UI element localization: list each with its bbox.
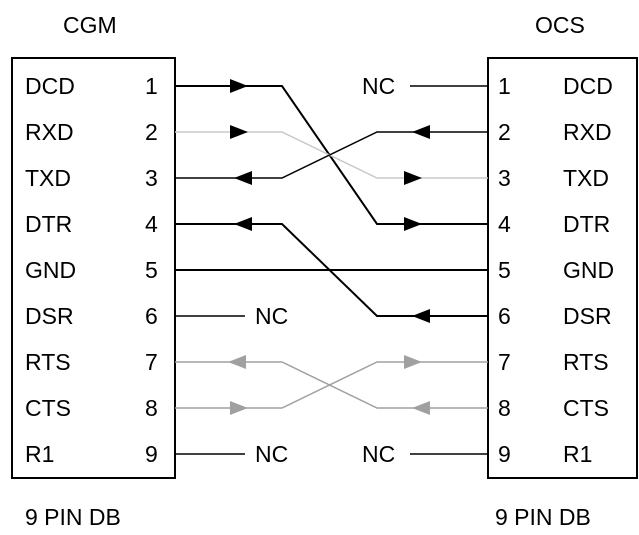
cgm-pin-name: TXD <box>25 165 71 191</box>
ocs-pin-name: DTR <box>563 211 610 237</box>
ocs-pin-number: 2 <box>498 119 511 145</box>
cgm-pin-name: GND <box>25 257 76 283</box>
ocs-pin-number: 7 <box>498 349 511 375</box>
cgm-pin-number: 7 <box>145 349 158 375</box>
cgm-pin-number: 6 <box>145 303 158 329</box>
arrow-left-icon <box>234 217 252 231</box>
cgm-pin-number: 2 <box>145 119 158 145</box>
cgm-footer: 9 PIN DB <box>25 504 121 530</box>
ocs-pin-name: GND <box>563 257 614 283</box>
nc-label-cgm-pin9: NC <box>255 441 288 467</box>
arrow-left-icon <box>412 401 430 415</box>
cgm-pin-number: 9 <box>145 441 158 467</box>
ocs-pin-number: 1 <box>498 73 511 99</box>
cgm-pin-name: CTS <box>25 395 71 421</box>
cgm-pin-number: 3 <box>145 165 158 191</box>
arrow-left-icon <box>412 125 430 139</box>
ocs-footer: 9 PIN DB <box>495 504 591 530</box>
arrowheads <box>228 79 430 415</box>
cgm-pin-number: 8 <box>145 395 158 421</box>
cgm-pin-number: 5 <box>145 257 158 283</box>
wire-cgm-rxd-to-ocs-txd <box>175 131 488 179</box>
ocs-title: OCS <box>535 12 585 38</box>
arrow-right-icon <box>404 217 422 231</box>
ocs-pin-name: CTS <box>563 395 609 421</box>
ocs-pin-number: 5 <box>498 257 511 283</box>
ocs-pin-name: RTS <box>563 349 609 375</box>
arrow-left-icon <box>234 171 252 185</box>
nc-stubs: NC NC NC NC <box>175 73 488 467</box>
arrow-right-icon <box>404 171 422 185</box>
cgm-pin-labels: DCD 1 RXD 2 TXD 3 DTR 4 GND 5 DSR 6 RTS … <box>25 73 158 467</box>
arrow-left-icon <box>412 309 430 323</box>
arrow-right-icon <box>404 355 422 369</box>
cgm-pin-number: 1 <box>145 73 158 99</box>
wire-cgm-dcd-to-ocs-dtr <box>175 85 488 225</box>
arrow-right-icon <box>230 401 248 415</box>
ocs-pin-number: 8 <box>498 395 511 421</box>
cgm-pin-name: DCD <box>25 73 75 99</box>
ocs-pin-name: RXD <box>563 119 612 145</box>
nc-label-ocs-pin9: NC <box>362 441 395 467</box>
ocs-pin-labels: 1 DCD 2 RXD 3 TXD 4 DTR 5 GND 6 DSR 7 RT… <box>498 73 614 467</box>
ocs-pin-name: DCD <box>563 73 613 99</box>
cgm-pin-name: RXD <box>25 119 74 145</box>
ocs-pin-name: DSR <box>563 303 612 329</box>
wire-cgm-cts-to-ocs-rts <box>175 361 488 409</box>
nc-label-ocs-pin1: NC <box>362 73 395 99</box>
arrow-right-icon <box>230 125 248 139</box>
cgm-pin-name: RTS <box>25 349 71 375</box>
cgm-pin-name: DTR <box>25 211 72 237</box>
cgm-title: CGM <box>63 12 117 38</box>
cgm-pin-name: DSR <box>25 303 74 329</box>
ocs-pin-name: TXD <box>563 165 609 191</box>
cgm-connector-box <box>11 57 176 479</box>
arrow-left-icon <box>228 355 246 369</box>
ocs-pin-number: 4 <box>498 211 511 237</box>
cgm-pin-number: 4 <box>145 211 158 237</box>
ocs-pin-name: R1 <box>563 441 592 467</box>
wire-cgm-txd-to-ocs-rxd <box>175 131 488 179</box>
ocs-connector-box <box>487 57 638 479</box>
ocs-pin-number: 6 <box>498 303 511 329</box>
wire-cgm-rts-to-ocs-cts <box>175 361 488 409</box>
arrow-right-icon <box>230 79 248 93</box>
ocs-pin-number: 3 <box>498 165 511 191</box>
wires <box>175 85 488 409</box>
nc-label-cgm-pin6: NC <box>255 303 288 329</box>
cgm-pin-name: R1 <box>25 441 54 467</box>
ocs-pin-number: 9 <box>498 441 511 467</box>
